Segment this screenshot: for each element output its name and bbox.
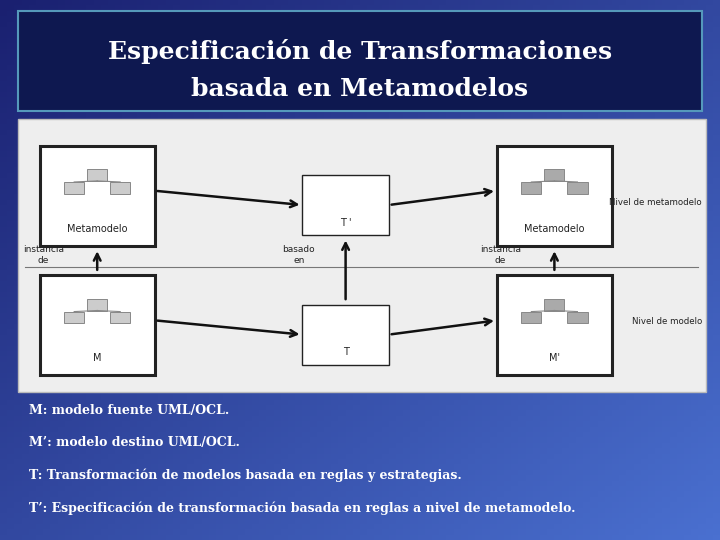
Bar	[87, 299, 107, 310]
Bar	[544, 169, 564, 181]
Bar	[521, 312, 541, 323]
Text: Nivel de modelo: Nivel de modelo	[631, 317, 702, 326]
Bar	[110, 312, 130, 323]
Bar	[544, 299, 564, 310]
Bar	[302, 305, 389, 364]
Text: instancia
de: instancia de	[480, 245, 521, 265]
Text: basado
en: basado en	[282, 245, 315, 265]
Bar	[497, 275, 612, 375]
Bar	[497, 146, 612, 246]
Text: T: T	[343, 347, 348, 357]
Text: T ': T '	[340, 218, 351, 228]
FancyBboxPatch shape	[18, 11, 702, 111]
Text: M’: modelo destino UML/OCL.: M’: modelo destino UML/OCL.	[29, 436, 240, 449]
Text: basada en Metamodelos: basada en Metamodelos	[192, 77, 528, 100]
Text: T: Transformación de modelos basada en reglas y estrategias.: T: Transformación de modelos basada en r…	[29, 469, 462, 482]
Text: M: M	[93, 353, 102, 363]
Bar	[521, 182, 541, 194]
Bar	[567, 182, 588, 194]
Text: T’: Especificación de transformación basada en reglas a nivel de metamodelo.: T’: Especificación de transformación bas…	[29, 501, 575, 515]
Bar	[302, 175, 389, 235]
Text: Nivel de metamodelo: Nivel de metamodelo	[609, 198, 702, 207]
Bar	[87, 169, 107, 181]
Text: instancia
de: instancia de	[23, 245, 63, 265]
Bar	[110, 182, 130, 194]
Text: Metamodelo: Metamodelo	[524, 224, 585, 234]
Text: M: modelo fuente UML/OCL.: M: modelo fuente UML/OCL.	[29, 404, 229, 417]
Text: Metamodelo: Metamodelo	[67, 224, 127, 234]
FancyBboxPatch shape	[18, 119, 706, 392]
Bar	[40, 275, 155, 375]
Text: M': M'	[549, 353, 560, 363]
Text: Especificación de Transformaciones: Especificación de Transformaciones	[108, 39, 612, 64]
Bar	[64, 312, 84, 323]
Bar	[567, 312, 588, 323]
Bar	[64, 182, 84, 194]
Bar	[40, 146, 155, 246]
